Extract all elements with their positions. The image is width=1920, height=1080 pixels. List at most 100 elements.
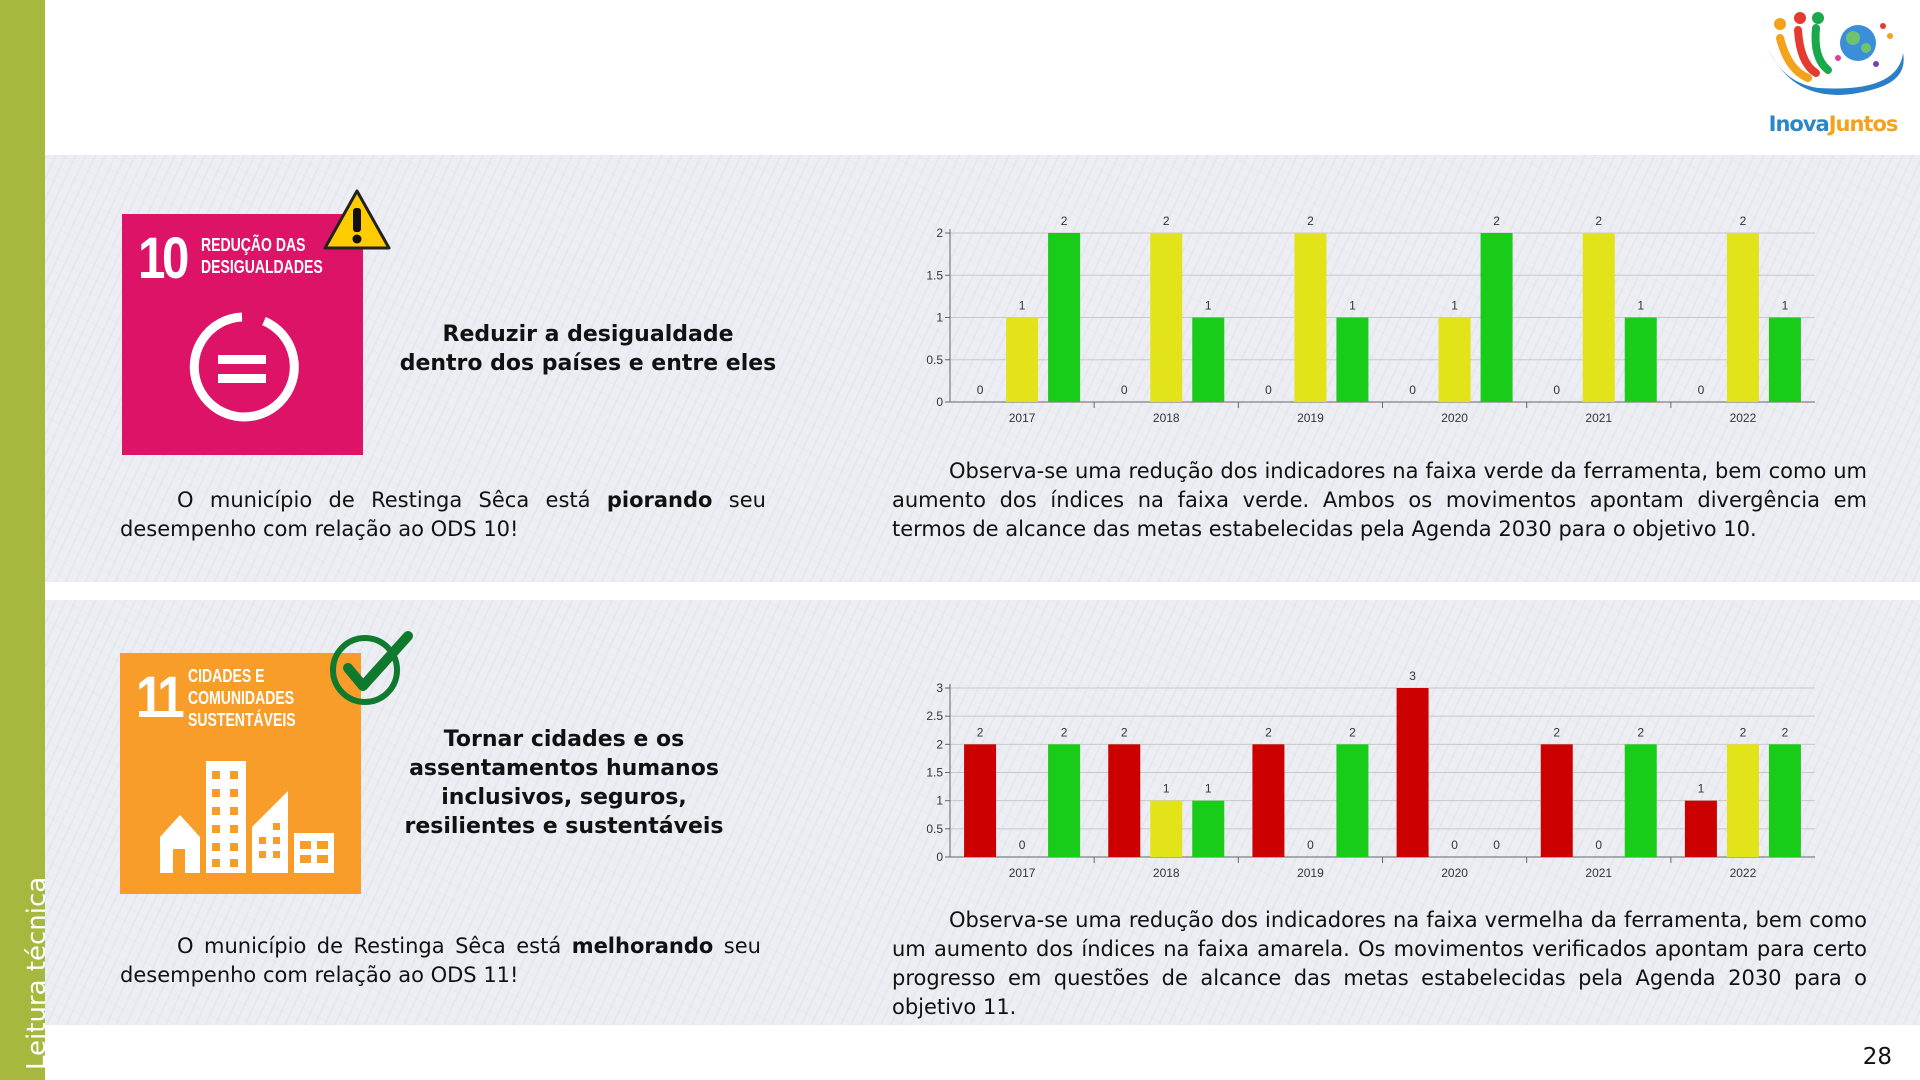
data-label: 1	[1205, 782, 1212, 796]
bar	[1624, 744, 1657, 857]
data-label: 2	[1493, 214, 1500, 228]
data-label: 2	[1637, 725, 1644, 739]
data-label: 0	[1265, 383, 1272, 397]
data-label: 1	[1782, 299, 1789, 313]
sdg11-summary-text: O município de Restinga Sêca está	[177, 934, 572, 958]
sdg11-title-line3: SUSTENTÁVEIS	[188, 710, 296, 730]
data-label: 2	[1061, 725, 1068, 739]
data-label: 1	[1451, 299, 1458, 313]
x-tick-label: 2020	[1441, 866, 1468, 880]
data-label: 1	[1163, 782, 1170, 796]
data-label: 0	[1451, 838, 1458, 852]
x-tick-label: 2022	[1730, 411, 1757, 425]
data-label: 2	[1307, 214, 1314, 228]
sdg11-title: CIDADES E COMUNIDADES SUSTENTÁVEIS	[188, 665, 296, 731]
sdg10-title-line1: REDUÇÃO DAS	[201, 235, 306, 255]
x-tick-label: 2018	[1153, 411, 1180, 425]
data-label: 2	[1595, 214, 1602, 228]
data-label: 1	[1205, 299, 1212, 313]
sdg11-observation: Observa-se uma redução dos indicadores n…	[892, 908, 1867, 1019]
sdg10-title-line2: DESIGUALDADES	[201, 257, 323, 277]
y-tick-label: 2	[936, 226, 943, 240]
y-tick-label: 0	[936, 850, 943, 864]
y-tick-label: 1.5	[926, 766, 943, 780]
data-label: 2	[1349, 725, 1356, 739]
sdg11-title-line2: COMUNIDADES	[188, 688, 295, 708]
bar	[1540, 744, 1573, 857]
bar	[1684, 800, 1717, 857]
bar	[1192, 800, 1225, 857]
sdg10-goal-text: Reduzir a desigualdade dentro dos países…	[399, 322, 777, 376]
page-number: 28	[1862, 1044, 1892, 1070]
data-label: 0	[1553, 383, 1560, 397]
x-tick-label: 2020	[1441, 411, 1468, 425]
y-tick-label: 1	[936, 311, 943, 325]
bar	[1252, 744, 1285, 857]
sidebar: Leitura técnica	[0, 0, 52, 1080]
bar	[1768, 317, 1801, 402]
data-label: 1	[1637, 299, 1644, 313]
data-label: 0	[1019, 838, 1026, 852]
sdg11-goal-text: Tornar cidades e os assentamentos humano…	[404, 727, 724, 839]
logo-text: InovaJuntos	[1758, 112, 1908, 136]
sdg10-observation: Observa-se uma redução dos indicadores n…	[892, 459, 1867, 541]
x-tick-label: 2018	[1153, 866, 1180, 880]
bar	[1108, 744, 1141, 857]
data-label: 0	[1595, 838, 1602, 852]
x-tick-label: 2019	[1297, 411, 1324, 425]
sdg10-summary-text: O município de Restinga Sêca está	[177, 488, 607, 512]
sdg11-summary-status: melhorando	[571, 934, 714, 958]
bar	[1006, 317, 1039, 402]
x-tick-label: 2019	[1297, 866, 1324, 880]
sdg10-badge: 10 REDUÇÃO DAS DESIGUALDADES	[122, 214, 363, 455]
x-tick-label: 2021	[1585, 411, 1612, 425]
y-tick-label: 1.5	[926, 268, 943, 282]
data-label: 2	[1553, 725, 1560, 739]
data-label: 2	[1740, 214, 1747, 228]
buildings-icon	[160, 761, 334, 873]
sdg11-summary: O município de Restinga Sêca está melhor…	[120, 932, 761, 990]
y-tick-label: 2.5	[926, 709, 943, 723]
bar	[1624, 317, 1657, 402]
sdg11-badge: 11 CIDADES E COMUNIDADES SUSTENTÁVEIS	[120, 653, 361, 894]
bar	[1582, 233, 1615, 402]
data-label: 2	[1740, 725, 1747, 739]
data-label: 1	[1019, 299, 1026, 313]
y-tick-label: 1	[936, 794, 943, 808]
bar	[1438, 317, 1471, 402]
bar	[1048, 233, 1081, 402]
bar	[964, 744, 997, 857]
equality-icon	[189, 312, 299, 422]
data-label: 0	[1121, 383, 1128, 397]
sdg11-title-line1: CIDADES E	[188, 666, 265, 686]
y-tick-label: 0.5	[926, 822, 943, 836]
sdg11-summary-text-end: seu desempenho com relação ao ODS 11!	[120, 934, 761, 987]
bar	[1150, 800, 1183, 857]
bar	[1480, 233, 1513, 402]
data-label: 3	[1409, 669, 1416, 683]
sdg10-summary-status: piorando	[606, 488, 713, 512]
data-label: 2	[1782, 725, 1789, 739]
bar	[1294, 233, 1327, 402]
data-label: 0	[977, 383, 984, 397]
y-tick-label: 0.5	[926, 353, 943, 367]
y-tick-label: 0	[936, 395, 943, 409]
data-label: 2	[977, 725, 984, 739]
x-tick-label: 2022	[1730, 866, 1757, 880]
bar	[1150, 233, 1183, 402]
bar	[1192, 317, 1225, 402]
sdg11-number: 11	[136, 665, 185, 730]
bar	[1726, 744, 1759, 857]
x-tick-label: 2021	[1585, 866, 1612, 880]
data-label: 0	[1698, 383, 1705, 397]
bar	[1726, 233, 1759, 402]
bar	[1396, 688, 1429, 857]
sdg10-title: REDUÇÃO DAS DESIGUALDADES	[201, 234, 323, 278]
data-label: 1	[1698, 782, 1705, 796]
sdg10-number: 10	[138, 226, 189, 291]
logo-text-inova: Inova	[1768, 112, 1830, 136]
data-label: 2	[1265, 725, 1272, 739]
data-label: 2	[1163, 214, 1170, 228]
y-tick-label: 3	[936, 681, 943, 695]
